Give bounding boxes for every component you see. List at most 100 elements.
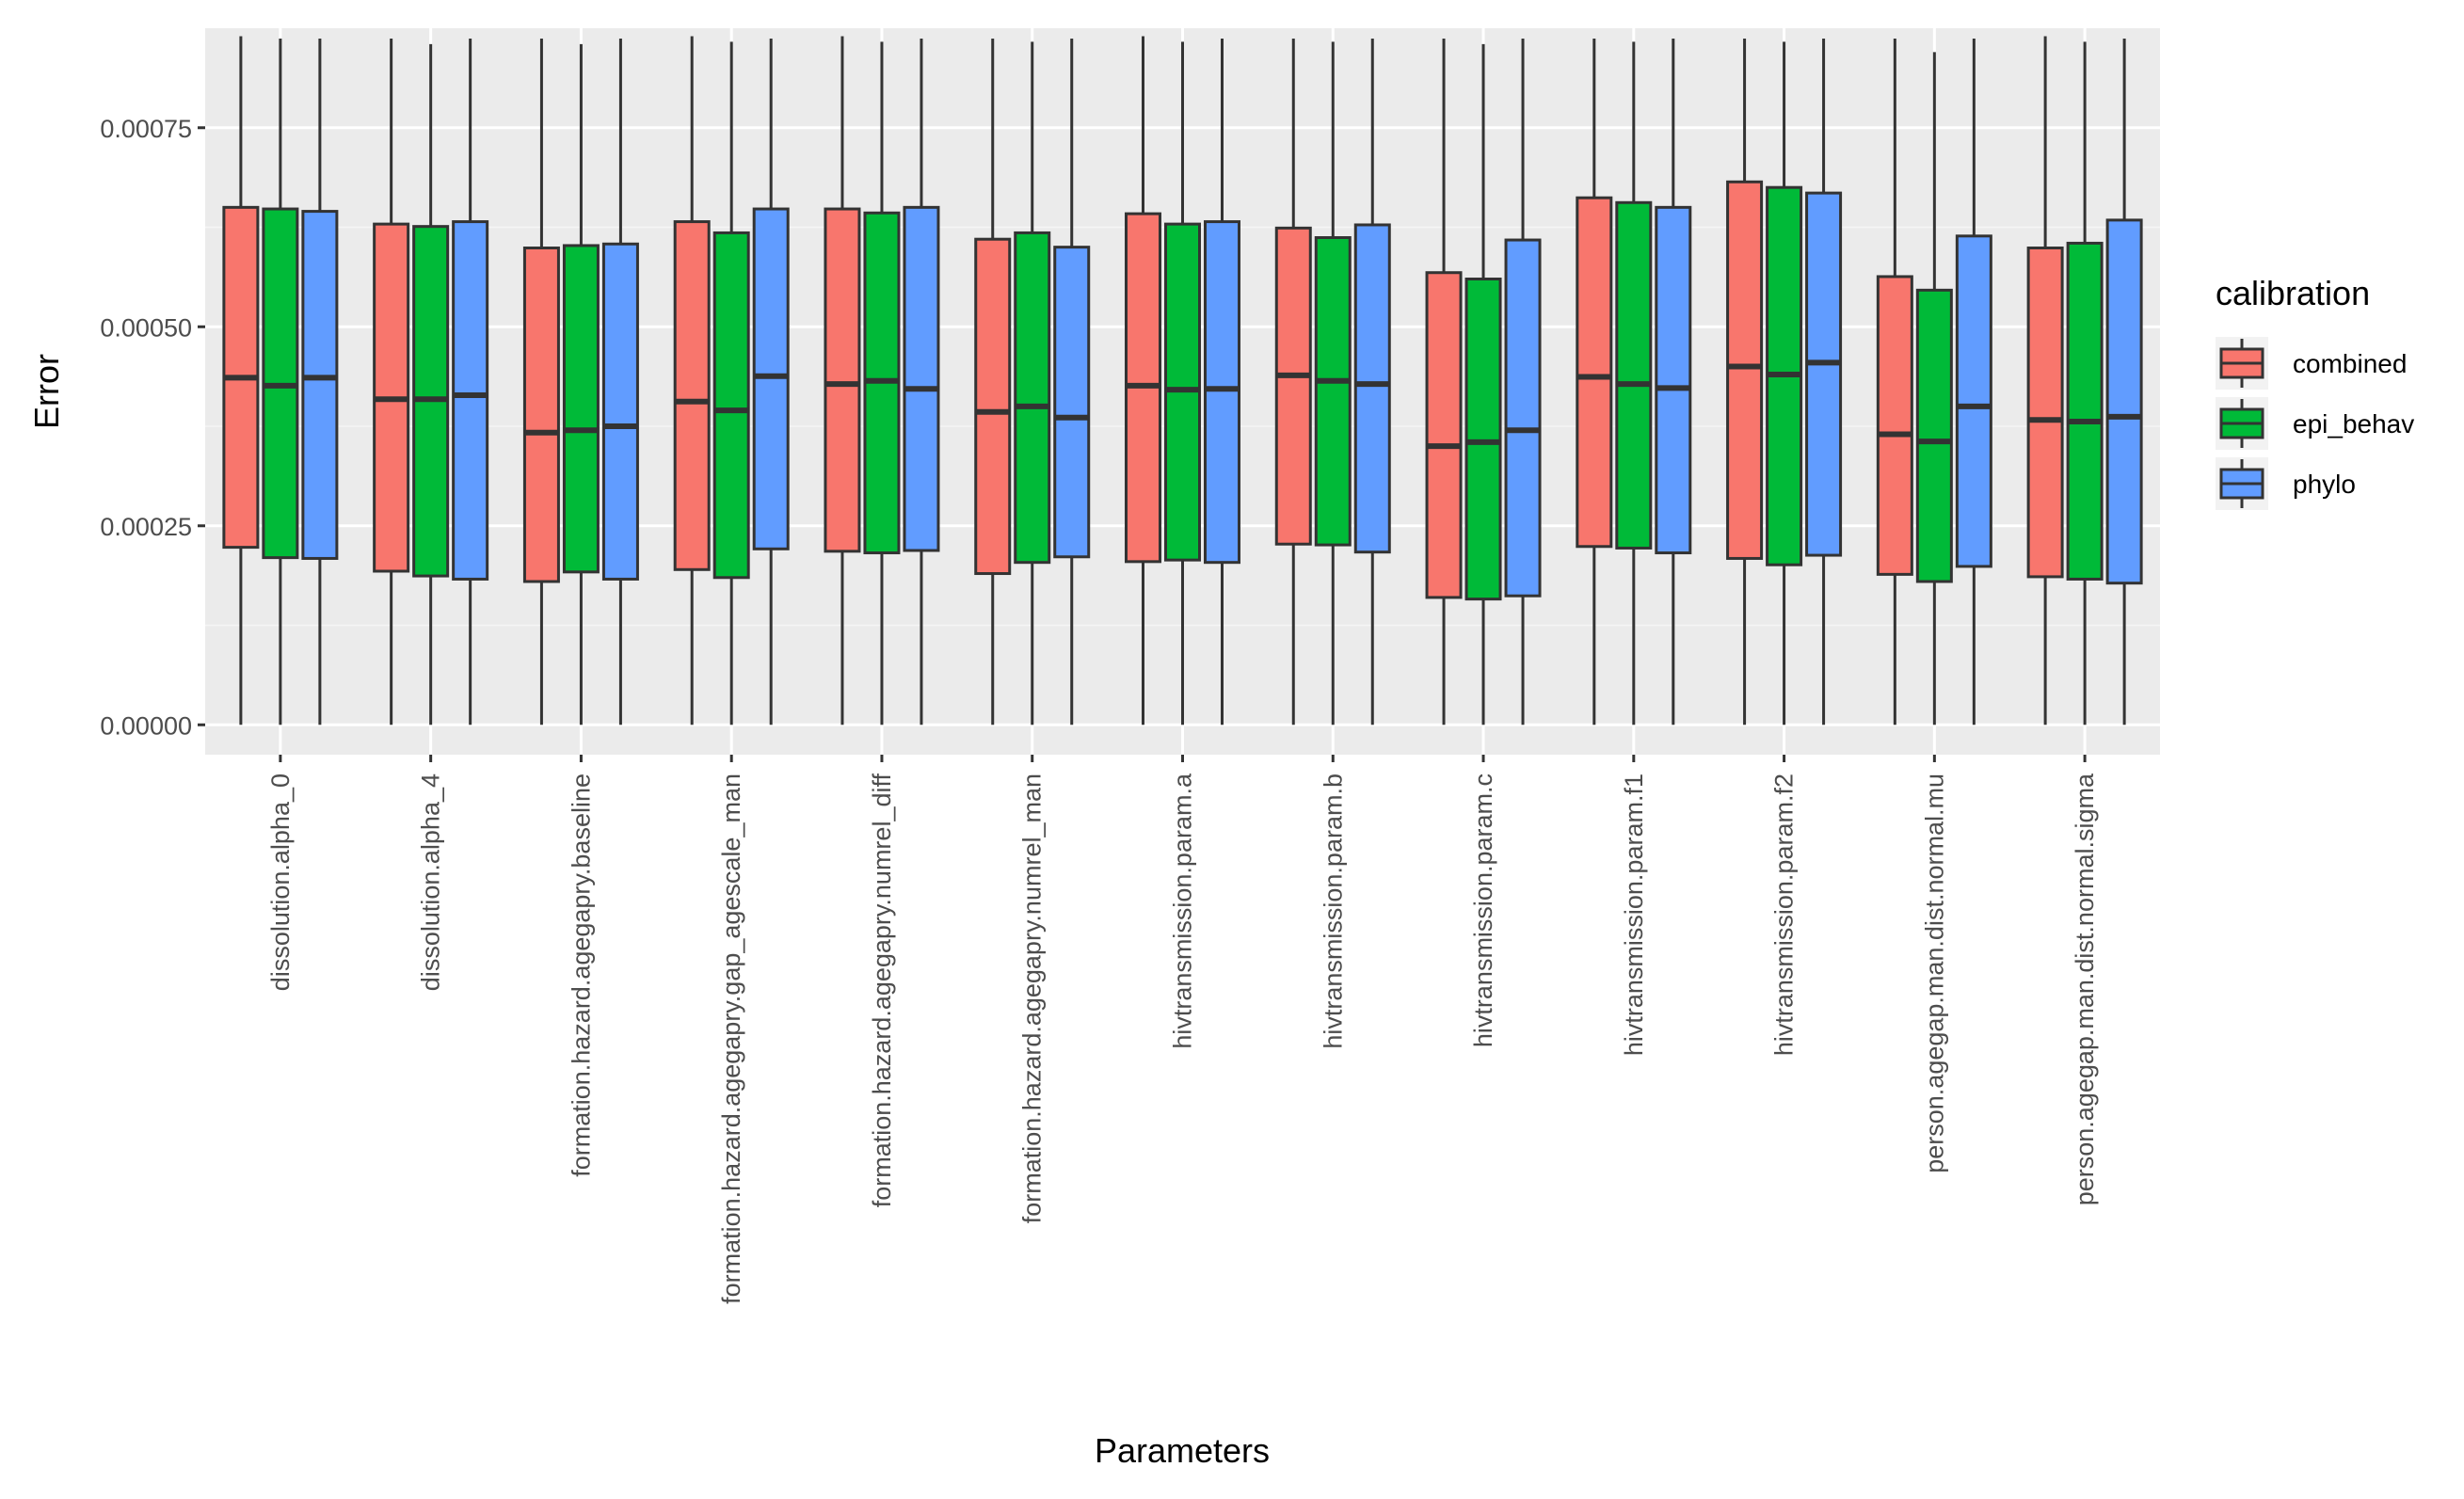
box-iqr	[601, 242, 639, 581]
x-tick-label: hivtransmission.param.c	[1469, 773, 1497, 1047]
box-phylo	[2105, 38, 2143, 726]
box-epi_behav	[712, 41, 750, 726]
legend-item-combined: combined	[2216, 337, 2407, 390]
box-combined	[1425, 38, 1463, 726]
box-epi_behav	[562, 43, 600, 726]
box-series-group	[222, 36, 2143, 726]
x-tick-label: formation.hazard.agegapry.gap_agescale_m…	[717, 773, 745, 1304]
x-tick-label: formation.hazard.agegapry.numrel_man	[1018, 773, 1047, 1223]
x-tick-label: dissolution.alpha_0	[266, 773, 295, 991]
box-phylo	[1955, 38, 1992, 726]
legend-label: epi_behav	[2293, 409, 2414, 439]
box-iqr	[903, 205, 940, 552]
x-axis-title: Parameters	[1095, 1431, 1270, 1470]
box-combined	[824, 36, 861, 726]
x-tick-label: person.agegap.man.dist.normal.mu	[1920, 773, 1948, 1173]
box-phylo	[1655, 38, 1692, 726]
box-iqr	[1504, 238, 1542, 598]
box-combined	[1274, 38, 1312, 726]
x-tick-label: dissolution.alpha_4	[417, 773, 445, 991]
x-tick-label: hivtransmission.param.a	[1169, 773, 1197, 1049]
box-iqr	[1314, 236, 1352, 547]
box-epi_behav	[412, 43, 450, 726]
box-combined	[673, 36, 711, 726]
box-iqr	[2105, 218, 2143, 585]
legend-label: phylo	[2293, 470, 2356, 499]
x-tick-label: hivtransmission.param.f1	[1620, 773, 1648, 1056]
y-tick-label: 0.00000	[100, 711, 192, 740]
y-tick-label: 0.00050	[100, 313, 192, 342]
box-iqr	[1425, 271, 1463, 599]
box-iqr	[2066, 241, 2104, 581]
legend-item-epi_behav: epi_behav	[2216, 397, 2414, 450]
box-iqr	[824, 207, 861, 553]
box-iqr	[522, 247, 560, 583]
box-iqr	[301, 210, 339, 560]
box-epi_behav	[2066, 41, 2104, 726]
box-iqr	[974, 237, 1012, 576]
box-combined	[2026, 36, 2064, 726]
x-axis: dissolution.alpha_0 dissolution.alpha_4 fo…	[266, 755, 2099, 1304]
box-iqr	[712, 231, 750, 580]
box-combined	[522, 38, 560, 726]
box-iqr	[2026, 247, 2064, 579]
box-iqr	[1655, 205, 1692, 555]
legend-label: combined	[2293, 349, 2407, 378]
box-phylo	[601, 38, 639, 726]
box-iqr	[1353, 223, 1391, 554]
box-phylo	[1353, 38, 1391, 726]
box-combined	[1876, 38, 1913, 726]
box-phylo	[452, 38, 489, 726]
box-iqr	[452, 220, 489, 581]
box-iqr	[1014, 231, 1051, 565]
box-epi_behav	[1766, 41, 1803, 726]
y-tick-label: 0.00025	[100, 513, 192, 541]
box-epi_behav	[1464, 43, 1502, 726]
box-iqr	[1915, 288, 1953, 583]
box-epi_behav	[1164, 41, 1201, 726]
box-combined	[1576, 38, 1613, 726]
box-combined	[974, 38, 1012, 726]
box-combined	[1125, 36, 1161, 726]
box-epi_behav	[262, 38, 299, 726]
box-iqr	[1204, 220, 1240, 565]
box-phylo	[1204, 38, 1240, 726]
box-combined	[222, 36, 260, 726]
box-epi_behav	[1314, 41, 1352, 726]
y-axis: 0.00000 0.00025 0.00050 0.00075	[100, 115, 205, 740]
box-phylo	[301, 38, 339, 726]
box-phylo	[1805, 38, 1843, 726]
y-axis-title: Error	[27, 354, 66, 429]
box-combined	[373, 38, 410, 726]
y-tick-label: 0.00075	[100, 115, 192, 143]
x-tick-label: hivtransmission.param.b	[1319, 773, 1347, 1049]
box-iqr	[1053, 246, 1091, 559]
legend-item-phylo: phylo	[2216, 457, 2356, 510]
box-iqr	[1726, 180, 1764, 560]
x-tick-label: formation.hazard.agegapry.baseline	[567, 773, 595, 1177]
box-phylo	[1504, 38, 1542, 726]
box-iqr	[1464, 277, 1502, 601]
box-phylo	[752, 38, 790, 726]
box-epi_behav	[1014, 41, 1051, 726]
x-tick-label: hivtransmission.param.f2	[1770, 773, 1799, 1056]
x-tick-label: person.agegap.man.dist.normal.sigma	[2071, 773, 2099, 1205]
box-iqr	[1576, 196, 1613, 549]
box-iqr	[1955, 234, 1992, 568]
box-iqr	[673, 220, 711, 571]
box-iqr	[1876, 275, 1913, 576]
box-iqr	[1615, 200, 1653, 550]
legend-title: calibration	[2216, 274, 2370, 312]
box-epi_behav	[1915, 52, 1953, 726]
box-epi_behav	[863, 41, 901, 726]
box-iqr	[1274, 226, 1312, 546]
box-phylo	[903, 38, 940, 726]
box-phylo	[1053, 38, 1091, 726]
box-iqr	[1805, 191, 1843, 557]
box-epi_behav	[1615, 41, 1653, 726]
x-tick-label: formation.hazard.agegapry.numrel_diff	[868, 773, 896, 1208]
